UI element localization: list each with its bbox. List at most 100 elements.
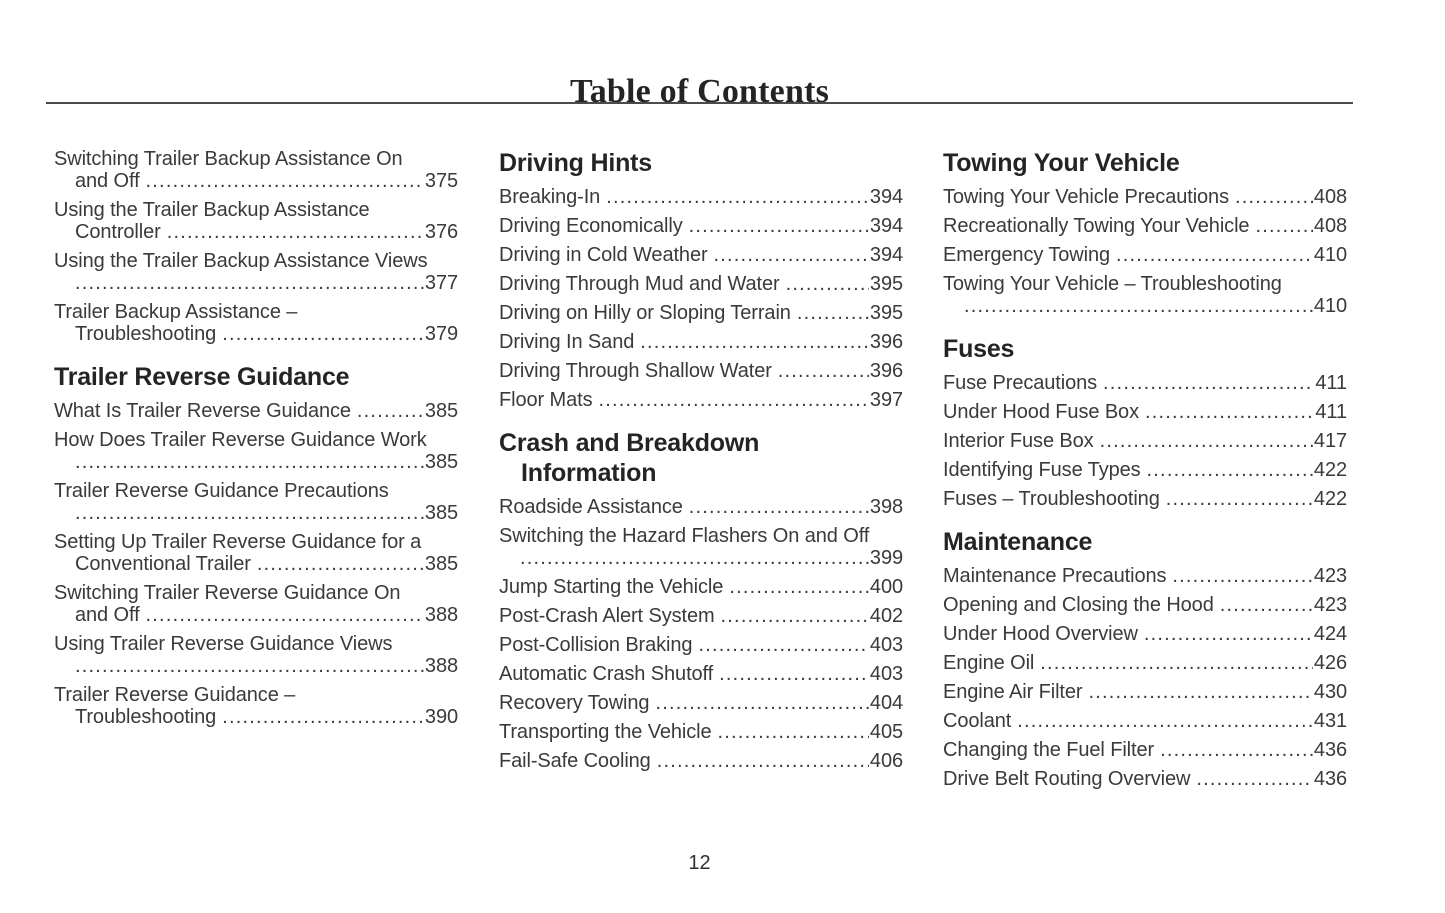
section-heading: Towing Your Vehicle [943, 148, 1347, 178]
section-heading-text: Information [521, 459, 657, 487]
entry-text: Using the Trailer Backup Assistance [54, 199, 370, 221]
entry-text: Engine Air Filter [943, 681, 1083, 703]
dot-leader [1196, 768, 1313, 790]
entry-page-number: 385 [424, 502, 458, 524]
entry-text: Switching Trailer Backup Assistance On [54, 148, 403, 170]
entry-page-number: 406 [869, 750, 903, 772]
entry-page-number: 394 [869, 186, 903, 208]
entry-text: Driving on Hilly or Sloping Terrain [499, 302, 791, 324]
entry-page-number: 430 [1313, 681, 1347, 703]
toc-entry: Under Hood Overview 424 [943, 623, 1347, 645]
entry-text: Transporting the Vehicle [499, 721, 712, 743]
toc-entry: Recovery Towing 404 [499, 692, 903, 714]
dot-leader [75, 502, 424, 524]
entry-leader-line: 410 [943, 295, 1347, 317]
entry-page-number: 398 [869, 496, 903, 518]
toc-entry: Post-Collision Braking 403 [499, 634, 903, 656]
page-number: 12 [688, 852, 711, 874]
toc-column: Towing Your Vehicle Towing Your Vehicle P… [943, 148, 1347, 797]
entry-text: Roadside Assistance [499, 496, 683, 518]
entry-text: and Off [75, 170, 140, 192]
dot-leader [1166, 488, 1313, 510]
dot-leader [964, 295, 1313, 317]
entry-text: Jump Starting the Vehicle [499, 576, 724, 598]
toc-entry: Roadside Assistance 398 [499, 496, 903, 518]
entry-text: Conventional Trailer [75, 553, 251, 575]
dot-leader [729, 576, 869, 598]
title-divider [46, 102, 1353, 104]
entry-leader-line: Driving Through Mud and Water 395 [499, 273, 903, 295]
dot-leader [1144, 623, 1313, 645]
entry-text: Under Hood Overview [943, 623, 1138, 645]
entry-leader-line: Engine Oil 426 [943, 652, 1347, 674]
entry-text: Driving in Cold Weather [499, 244, 708, 266]
entry-page-number: 417 [1313, 430, 1347, 452]
entry-text: Driving Through Shallow Water [499, 360, 772, 382]
entry-page-number: 400 [869, 576, 903, 598]
dot-leader [1220, 594, 1313, 616]
entry-text: Drive Belt Routing Overview [943, 768, 1191, 790]
toc-entry: Coolant 431 [943, 710, 1347, 732]
entry-leader-line: Coolant 431 [943, 710, 1347, 732]
entry-leader-line: 388 [54, 655, 458, 677]
entry-page-number: 385 [424, 553, 458, 575]
entry-text: Driving In Sand [499, 331, 635, 353]
entry-leader-line: Recreationally Towing Your Vehicle 408 [943, 215, 1347, 237]
dot-leader [721, 605, 869, 627]
entry-text: Automatic Crash Shutoff [499, 663, 714, 685]
toc-entry: Changing the Fuel Filter 436 [943, 739, 1347, 761]
toc-entry: Fail-Safe Cooling 406 [499, 750, 903, 772]
entry-leader-line: Fuses – Troubleshooting 422 [943, 488, 1347, 510]
dot-leader [1235, 186, 1313, 208]
entry-text: Using the Trailer Backup Assistance View… [54, 250, 428, 272]
entry-page-number: 394 [869, 215, 903, 237]
entry-leader-line: 377 [54, 272, 458, 294]
entry-text: Switching Trailer Reverse Guidance On [54, 582, 401, 604]
toc-entry: Using Trailer Reverse Guidance Views 388 [54, 633, 458, 677]
entry-text: Breaking-In [499, 186, 601, 208]
dot-leader [606, 186, 869, 208]
dot-leader [657, 750, 869, 772]
toc-entry: Trailer Reverse Guidance Precautions 385 [54, 480, 458, 524]
toc-entry: Using the Trailer Backup Assistance View… [54, 250, 458, 294]
dot-leader [714, 244, 869, 266]
section-heading-text: Towing Your Vehicle [943, 149, 1180, 177]
entry-page-number: 410 [1313, 244, 1347, 266]
dot-leader [520, 547, 869, 569]
entry-page-number: 395 [869, 302, 903, 324]
toc-entry: Jump Starting the Vehicle 400 [499, 576, 903, 598]
dot-leader [719, 663, 869, 685]
entry-page-number: 395 [869, 273, 903, 295]
entry-leader-line: Floor Mats 397 [499, 389, 903, 411]
entry-leader-line: Under Hood Overview 424 [943, 623, 1347, 645]
dot-leader [718, 721, 869, 743]
entry-text: Trailer Reverse Guidance – [54, 684, 296, 706]
toc-entry: Breaking-In 394 [499, 186, 903, 208]
entry-leader-line: Opening and Closing the Hood 423 [943, 594, 1347, 616]
toc-entry: Driving on Hilly or Sloping Terrain 395 [499, 302, 903, 324]
entry-text: Troubleshooting [75, 323, 217, 345]
entry-page-number: 397 [869, 389, 903, 411]
entry-page-number: 422 [1313, 459, 1347, 481]
toc-entry: Driving in Cold Weather 394 [499, 244, 903, 266]
toc-entry: Transporting the Vehicle 405 [499, 721, 903, 743]
entry-text: Trailer Backup Assistance – [54, 301, 298, 323]
entry-text: Recreationally Towing Your Vehicle [943, 215, 1250, 237]
entry-page-number: 411 [1315, 401, 1347, 423]
dot-leader [1088, 681, 1312, 703]
entry-text: Controller [75, 221, 161, 243]
section-heading-text: Driving Hints [499, 149, 652, 177]
entry-leader-line: Automatic Crash Shutoff 403 [499, 663, 903, 685]
entry-page-number: 404 [869, 692, 903, 714]
entry-text: Fuses – Troubleshooting [943, 488, 1160, 510]
toc-entry: Emergency Towing 410 [943, 244, 1347, 266]
entry-text: Troubleshooting [75, 706, 217, 728]
section-heading: Crash and Breakdown Information [499, 428, 903, 488]
entry-leader-line: Recovery Towing 404 [499, 692, 903, 714]
entry-text: and Off [75, 604, 140, 626]
entry-leader-line: Driving on Hilly or Sloping Terrain 395 [499, 302, 903, 324]
entry-leader-line: Fuse Precautions 411 [943, 372, 1347, 394]
toc-entry: Driving In Sand 396 [499, 331, 903, 353]
dot-leader [146, 604, 424, 626]
entry-leader-line: Roadside Assistance 398 [499, 496, 903, 518]
